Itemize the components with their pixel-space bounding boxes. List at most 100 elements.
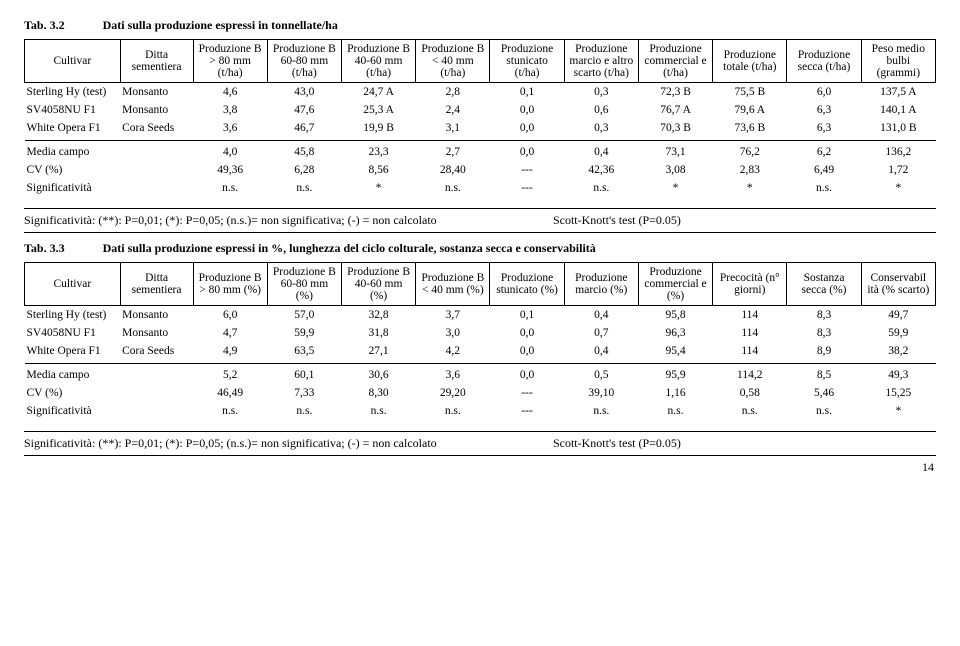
col-header: Produzione B < 40 mm (%) — [416, 263, 490, 306]
table-cell: 8,5 — [787, 364, 861, 385]
table-cell: 8,56 — [341, 161, 415, 179]
table-cell: 0,3 — [564, 119, 638, 141]
table-cell: 5,2 — [193, 364, 267, 385]
table-cell: --- — [490, 179, 564, 200]
table-cell: 7,33 — [267, 384, 341, 402]
table-cell: n.s. — [193, 402, 267, 423]
table-cell: SV4058NU F1 — [25, 324, 121, 342]
table-row: Significativitàn.s.n.s.n.s.n.s.---n.s.n.… — [25, 402, 936, 423]
table-cell: 0,58 — [713, 384, 787, 402]
table-cell: n.s. — [341, 402, 415, 423]
table-cell: 25,3 A — [341, 101, 415, 119]
table-cell: 73,1 — [638, 141, 712, 162]
table-cell: n.s. — [787, 179, 861, 200]
table-cell: 6,2 — [787, 141, 861, 162]
col-header: Produzione stunicato (%) — [490, 263, 564, 306]
table-cell: n.s. — [564, 402, 638, 423]
table-cell: 6,0 — [193, 306, 267, 325]
table-cell: --- — [490, 161, 564, 179]
significance-note: Significatività: (**): P=0,01; (*): P=0,… — [24, 208, 936, 233]
table-cell: 95,8 — [638, 306, 712, 325]
table-cell: 1,16 — [638, 384, 712, 402]
table-cell: 46,7 — [267, 119, 341, 141]
table-cell: 46,49 — [193, 384, 267, 402]
table-cell: 32,8 — [341, 306, 415, 325]
col-header: Produzione B > 80 mm (t/ha) — [193, 40, 267, 83]
table-cell: 0,6 — [564, 101, 638, 119]
table-cell: 39,10 — [564, 384, 638, 402]
table-cell: 47,6 — [267, 101, 341, 119]
table-cell — [120, 364, 193, 385]
table-cell: 4,9 — [193, 342, 267, 364]
significance-text: Significatività: (**): P=0,01; (*): P=0,… — [24, 213, 553, 228]
table-row: White Opera F1Cora Seeds3,646,719,9 B3,1… — [25, 119, 936, 141]
table-cell: 8,30 — [341, 384, 415, 402]
col-header: Produzione B 60-80 mm (%) — [267, 263, 341, 306]
table-cell: 76,7 A — [638, 101, 712, 119]
table-cell: 2,8 — [416, 83, 490, 102]
table-row: Sterling Hy (test)Monsanto4,643,024,7 A2… — [25, 83, 936, 102]
significance-text: Significatività: (**): P=0,01; (*): P=0,… — [24, 436, 553, 451]
table-cell: 0,0 — [490, 324, 564, 342]
table-cell: White Opera F1 — [25, 342, 121, 364]
col-header: Ditta sementiera — [120, 263, 193, 306]
table-cell: 0,0 — [490, 364, 564, 385]
table-row: CV (%)46,497,338,3029,20---39,101,160,58… — [25, 384, 936, 402]
table-cell: Monsanto — [120, 324, 193, 342]
table-cell: 140,1 A — [861, 101, 935, 119]
table-cell: 137,5 A — [861, 83, 935, 102]
table-cell: 60,1 — [267, 364, 341, 385]
table-cell: 114 — [713, 306, 787, 325]
table-cell: Monsanto — [120, 306, 193, 325]
table-cell: 49,3 — [861, 364, 935, 385]
table-cell: n.s. — [416, 179, 490, 200]
table-cell: 2,83 — [713, 161, 787, 179]
table-cell: 49,36 — [193, 161, 267, 179]
table-cell: 8,9 — [787, 342, 861, 364]
table-cell: 6,3 — [787, 119, 861, 141]
table-row: White Opera F1Cora Seeds4,963,527,14,20,… — [25, 342, 936, 364]
table-cell: n.s. — [267, 179, 341, 200]
tab32-header-row: Cultivar Ditta sementiera Produzione B >… — [25, 40, 936, 83]
table-cell: n.s. — [787, 402, 861, 423]
table-row: Sterling Hy (test)Monsanto6,057,032,83,7… — [25, 306, 936, 325]
tab32-title: Dati sulla produzione espressi in tonnel… — [103, 18, 338, 33]
tab33-title: Dati sulla produzione espressi in %, lun… — [103, 241, 596, 256]
table-cell: 49,7 — [861, 306, 935, 325]
col-header: Cultivar — [25, 40, 121, 83]
table-cell: 2,4 — [416, 101, 490, 119]
table-cell: 23,3 — [341, 141, 415, 162]
table-cell: 95,4 — [638, 342, 712, 364]
table-row: Media campo4,045,823,32,70,00,473,176,26… — [25, 141, 936, 162]
col-header: Produzione B < 40 mm (t/ha) — [416, 40, 490, 83]
col-header: Sostanza secca (%) — [787, 263, 861, 306]
tab33-label: Tab. 3.3 — [24, 241, 65, 256]
col-header: Peso medio bulbi (grammi) — [861, 40, 935, 83]
table-cell: CV (%) — [25, 384, 121, 402]
table-cell: 114 — [713, 342, 787, 364]
table-cell: 63,5 — [267, 342, 341, 364]
table-cell: 24,7 A — [341, 83, 415, 102]
table-cell: 59,9 — [267, 324, 341, 342]
table-cell: n.s. — [713, 402, 787, 423]
table-cell: 79,6 A — [713, 101, 787, 119]
table-cell: 30,6 — [341, 364, 415, 385]
table-cell: * — [638, 179, 712, 200]
table-cell: n.s. — [638, 402, 712, 423]
col-header: Precocità (n° giorni) — [713, 263, 787, 306]
table-cell: 114,2 — [713, 364, 787, 385]
table-cell: --- — [490, 402, 564, 423]
table-cell: 45,8 — [267, 141, 341, 162]
table-cell: 3,08 — [638, 161, 712, 179]
table-row: SV4058NU F1Monsanto3,847,625,3 A2,40,00,… — [25, 101, 936, 119]
table-cell: 131,0 B — [861, 119, 935, 141]
table-cell: Media campo — [25, 141, 121, 162]
table-cell: * — [713, 179, 787, 200]
table-cell: CV (%) — [25, 161, 121, 179]
table-cell: 0,3 — [564, 83, 638, 102]
table-cell: 0,0 — [490, 119, 564, 141]
table-cell: 0,0 — [490, 141, 564, 162]
table-cell: SV4058NU F1 — [25, 101, 121, 119]
table-cell: 3,8 — [193, 101, 267, 119]
table-cell: 0,4 — [564, 141, 638, 162]
